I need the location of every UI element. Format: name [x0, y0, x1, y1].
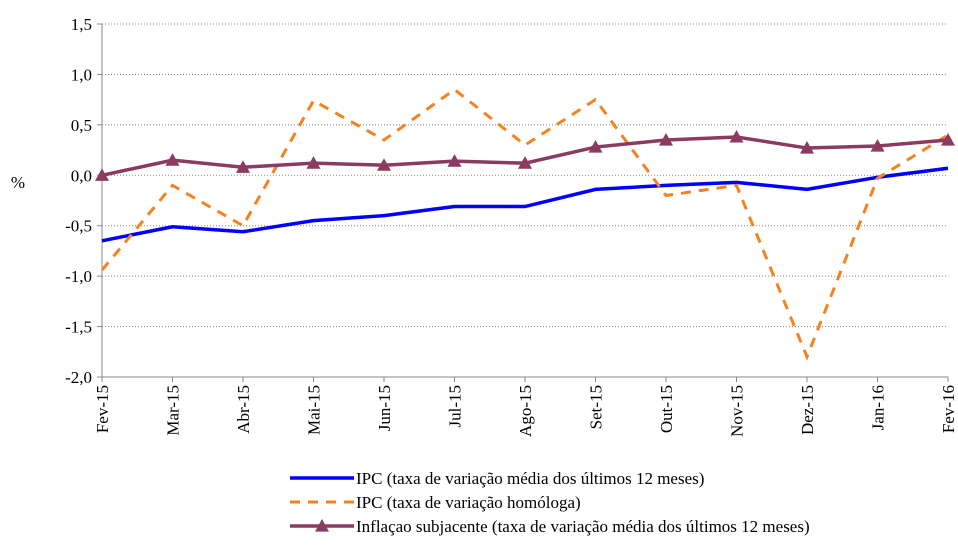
x-tick-label: Nov-15	[728, 385, 747, 437]
x-tick-label: Mai-15	[305, 385, 324, 435]
marker	[941, 132, 955, 146]
series-line	[101, 166, 949, 243]
marker	[588, 140, 603, 153]
y-tick-label: 1,5	[71, 15, 92, 34]
x-tick-label: Fev-15	[93, 385, 112, 433]
marker	[800, 141, 814, 154]
y-tick-label: 1,0	[71, 65, 92, 84]
y-tick-label: 0,0	[71, 166, 92, 185]
marker	[95, 168, 109, 181]
legend-marker	[315, 519, 329, 532]
y-tick-label: -1,5	[65, 318, 92, 337]
series-line	[101, 135, 949, 177]
legend-label: Inflaçao subjacente (taxa de variação mé…	[356, 517, 810, 536]
x-tick-label: Ago-15	[516, 385, 535, 437]
marker	[447, 154, 462, 167]
marker	[659, 132, 673, 146]
x-tick-label: Out-15	[657, 385, 676, 433]
marker	[870, 139, 885, 152]
series-line	[100, 87, 949, 361]
marker	[165, 153, 180, 166]
marker	[377, 158, 391, 171]
y-axis-label: %	[11, 173, 25, 192]
marker	[729, 129, 744, 143]
x-tick-label: Fev-16	[939, 385, 958, 433]
y-tick-label: -2,0	[65, 368, 92, 387]
x-tick-label: Jul-15	[446, 385, 465, 428]
x-tick-label: Jan-16	[869, 385, 888, 430]
y-tick-label: -1,0	[65, 267, 92, 286]
x-tick-label: Dez-15	[798, 385, 817, 435]
legend-label: IPC (taxa de variação média dos últimos …	[356, 469, 704, 488]
y-tick-label: 0,5	[71, 116, 92, 135]
marker	[306, 156, 321, 169]
x-tick-label: Jun-15	[375, 385, 394, 431]
marker	[518, 156, 532, 169]
x-tick-label: Set-15	[587, 385, 606, 429]
x-tick-label: Abr-15	[234, 385, 253, 434]
x-tick-label: Mar-15	[164, 385, 183, 436]
marker	[236, 160, 250, 173]
y-tick-label: -0,5	[65, 217, 92, 236]
legend-label: IPC (taxa de variação homóloga)	[356, 493, 581, 512]
